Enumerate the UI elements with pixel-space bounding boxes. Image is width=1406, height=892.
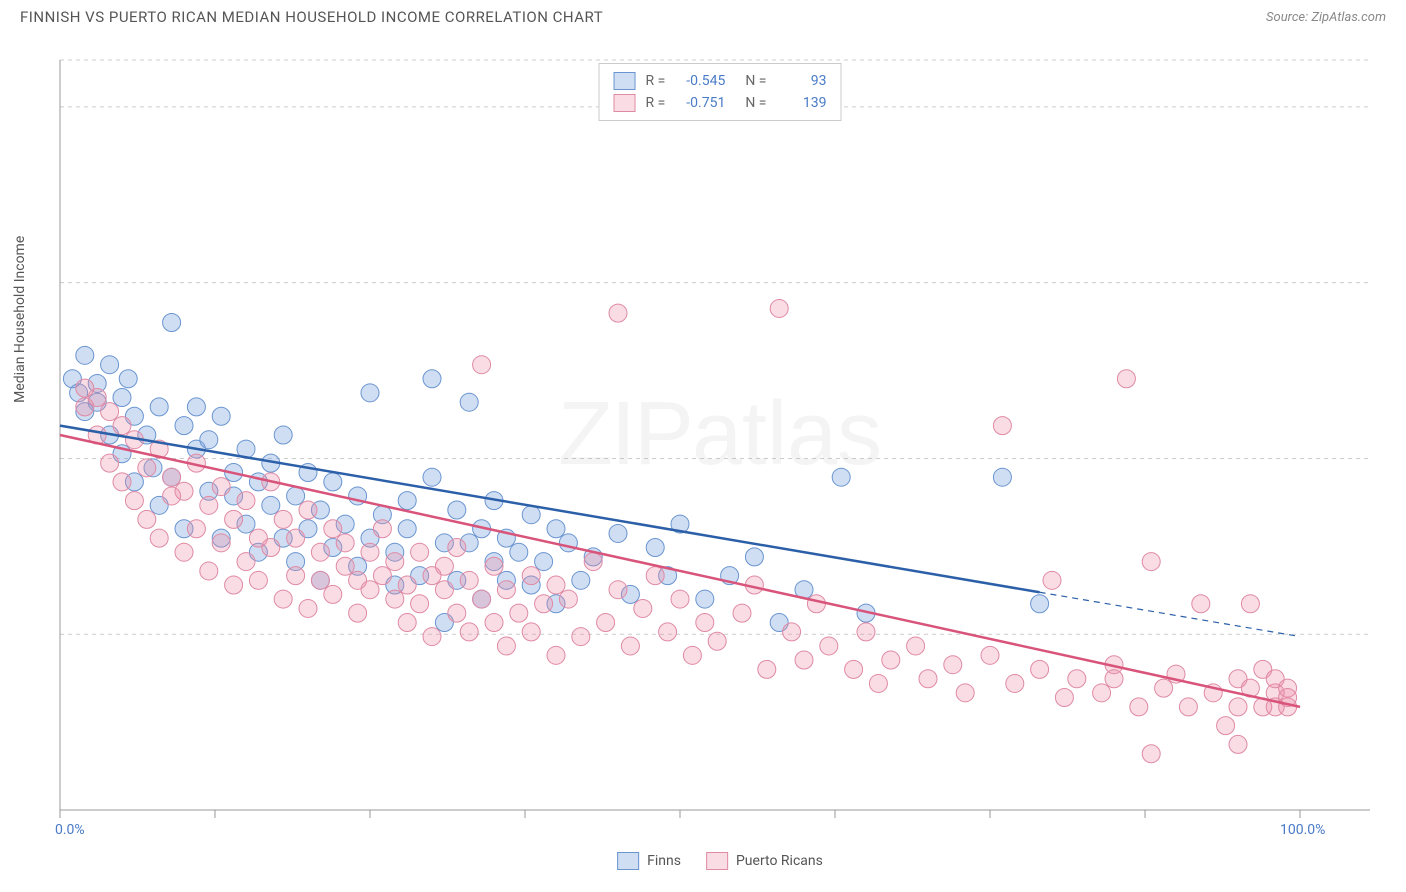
x-tick-label-right: 100.0% — [1280, 822, 1325, 838]
legend-stat-row: R = -0.545 N = 93 — [614, 70, 827, 92]
legend-series-name: Finns — [647, 853, 681, 869]
chart-header: FINNISH VS PUERTO RICAN MEDIAN HOUSEHOLD… — [0, 0, 1406, 30]
r-label: R = — [646, 95, 666, 111]
source-link[interactable]: ZipAtlas.com — [1311, 10, 1386, 25]
legend-color-box — [614, 94, 636, 112]
n-value: 139 — [776, 95, 826, 111]
n-value: 93 — [776, 73, 826, 89]
legend-series: Finns Puerto Ricans — [617, 852, 823, 870]
scatter-plot — [50, 50, 1390, 840]
r-value: -0.751 — [675, 95, 725, 111]
x-tick-label-left: 0.0% — [55, 822, 85, 838]
chart-title: FINNISH VS PUERTO RICAN MEDIAN HOUSEHOLD… — [20, 8, 603, 26]
legend-stat-row: R = -0.751 N = 139 — [614, 92, 827, 114]
r-label: R = — [646, 73, 666, 89]
legend-color-box — [706, 852, 728, 870]
legend-color-box — [614, 72, 636, 90]
legend-series-item: Puerto Ricans — [706, 852, 823, 870]
legend-series-name: Puerto Ricans — [736, 853, 823, 869]
n-label: N = — [745, 95, 766, 111]
chart-container: Median Household Income ZIPatlas R = -0.… — [50, 50, 1390, 840]
legend-stats: R = -0.545 N = 93 R = -0.751 N = 139 — [599, 63, 842, 121]
n-label: N = — [745, 73, 766, 89]
y-axis-label: Median Household Income — [12, 236, 28, 403]
chart-source: Source: ZipAtlas.com — [1266, 10, 1386, 25]
legend-color-box — [617, 852, 639, 870]
legend-series-item: Finns — [617, 852, 681, 870]
r-value: -0.545 — [675, 73, 725, 89]
